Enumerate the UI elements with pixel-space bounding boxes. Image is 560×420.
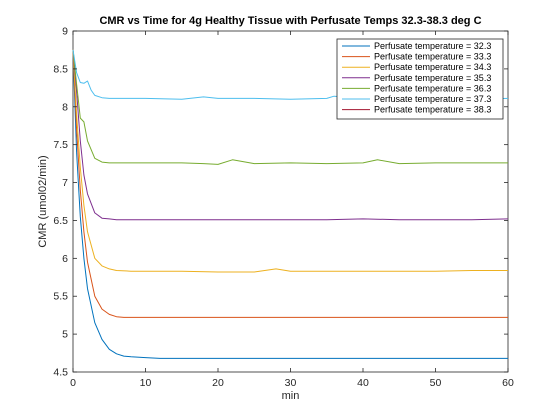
y-tick-label: 8 <box>62 101 68 113</box>
y-tick-label: 7 <box>62 177 68 189</box>
y-tick-label: 5.5 <box>53 291 68 303</box>
x-tick-label: 60 <box>502 377 514 389</box>
legend-entry: Perfusate temperature = 34.3 <box>374 62 491 72</box>
series-line-2 <box>72 49 508 273</box>
x-tick-label: 10 <box>140 377 152 389</box>
x-tick-label: 40 <box>357 377 369 389</box>
x-tick-label: 0 <box>70 377 76 389</box>
y-axis-label: CMR (umol02/min) <box>37 155 49 247</box>
legend-entry: Perfusate temperature = 38.3 <box>374 105 491 115</box>
series-line-0 <box>72 49 508 359</box>
y-tick-label: 9 <box>62 26 68 38</box>
y-tick-label: 7.5 <box>53 139 68 151</box>
x-axis-label: min <box>282 390 300 402</box>
legend-entry: Perfusate temperature = 36.3 <box>374 83 491 93</box>
legend-entry: Perfusate temperature = 32.3 <box>374 41 491 51</box>
y-tick-label: 6 <box>62 253 68 265</box>
legend-entry: Perfusate temperature = 37.3 <box>374 94 491 104</box>
y-tick-label: 8.5 <box>53 63 68 75</box>
x-tick-label: 50 <box>430 377 442 389</box>
series-line-1 <box>72 49 508 318</box>
y-tick-label: 6.5 <box>53 215 68 227</box>
axes-layer: 0 10 20 30 40 50 60 4.5 5 5.5 6 6.5 7 7.5 8 8.5 9 <box>53 26 514 390</box>
series-line-3 <box>72 49 509 221</box>
x-tick-label: 20 <box>212 377 224 389</box>
legend-box <box>336 38 504 120</box>
chart-title: CMR vs Time for 4g Healthy Tissue with P… <box>99 15 481 27</box>
series-line-4 <box>72 49 508 165</box>
y-tick-label: 4.5 <box>53 367 68 379</box>
legend-entry: Perfusate temperature = 33.3 <box>374 52 491 62</box>
x-tick-label: 30 <box>285 377 297 389</box>
y-tick-label: 5 <box>62 329 68 341</box>
legend-entry: Perfusate temperature = 35.3 <box>374 73 491 83</box>
